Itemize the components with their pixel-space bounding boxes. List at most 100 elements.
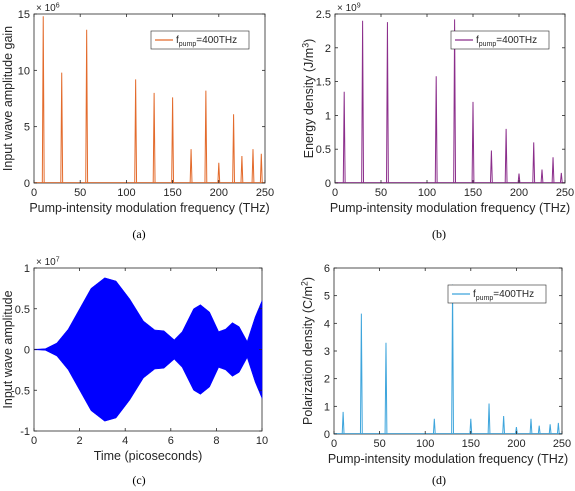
panel-a-xtick-label-2: 100 bbox=[117, 187, 135, 199]
panel-b-xtick-label-3: 150 bbox=[464, 187, 482, 199]
panel-d-peak-5 bbox=[451, 284, 454, 435]
panel-d-peak-4 bbox=[432, 418, 436, 435]
panel-c-ytick-label-2: 0 bbox=[24, 345, 30, 357]
panel-c-xtick-label-0: 0 bbox=[31, 435, 37, 447]
panel-b-xtick-label-1: 50 bbox=[375, 187, 387, 199]
panel-b-x-axis-label: Pump-intensity modulation frequency (THz… bbox=[330, 201, 570, 215]
panel-d-peak-11 bbox=[537, 425, 541, 435]
panel-d-ytick-label-3: 3 bbox=[324, 346, 330, 358]
caption-c: (c) bbox=[132, 473, 145, 487]
panel-d-peak-1 bbox=[341, 411, 345, 435]
panel-b-legend-box bbox=[450, 30, 550, 50]
panel-d-ytick-label-5: 5 bbox=[324, 291, 330, 303]
panel-c-y-axis-label: Input wave amplitude bbox=[1, 290, 15, 408]
panel-a-legend-box bbox=[150, 30, 250, 50]
panel-d-peak-7 bbox=[487, 403, 491, 435]
panel-a-peak-9 bbox=[217, 162, 221, 184]
panel-d-peak-13 bbox=[556, 422, 560, 435]
panel-a-peak-3 bbox=[85, 29, 89, 184]
caption-b: (b) bbox=[432, 227, 446, 241]
panel-d-x-axis-label: Pump-intensity modulation frequency (THz… bbox=[328, 452, 568, 466]
caption-d: (d) bbox=[432, 473, 446, 487]
panel-a-ytick-label-0: 0 bbox=[24, 178, 30, 190]
panel-a-peak-13 bbox=[259, 153, 263, 184]
panel-b-xtick-label-0: 0 bbox=[332, 187, 338, 199]
panel-a-peak-12 bbox=[251, 149, 255, 184]
panel-d-xtick-label-4: 200 bbox=[507, 438, 525, 450]
panel-a-peak-11 bbox=[240, 155, 244, 184]
panel-c-xtick-label-1: 2 bbox=[77, 435, 83, 447]
panel-a-peak-5 bbox=[152, 92, 156, 184]
panel-b-y-axis-label: Energy density (J/m3) bbox=[301, 39, 316, 159]
panel-b-legend-label: fpump=400THz bbox=[476, 35, 537, 48]
panel-b-peak-7 bbox=[489, 150, 493, 184]
caption-a: (a) bbox=[132, 227, 145, 241]
panel-b-xtick-label-5: 250 bbox=[556, 187, 574, 199]
panel-c-x-axis-label: Time (picoseconds) bbox=[94, 449, 203, 463]
panel-d-peak-10 bbox=[529, 418, 533, 435]
panel-b-peak-5 bbox=[453, 19, 457, 184]
panel-c-chart: 0 2 4 6 8 10 -1 -0.5 0 0.5 1 × 107 Time (picoseconds… bbox=[1, 257, 268, 464]
panel-d-ytick-label-6: 6 bbox=[324, 263, 330, 275]
panel-b-chart: 0 50 100 150 200 250 0 0.5 1 1.5 2 2.5 × 109 Pump-int… bbox=[301, 3, 575, 216]
panel-d-legend-label: fpump=400THz bbox=[473, 289, 534, 302]
panel-a-xtick-label-1: 50 bbox=[74, 187, 86, 199]
panel-b-ytick-label-4: 2 bbox=[325, 43, 331, 55]
panel-c-ytick-label-3: 0.5 bbox=[15, 304, 30, 316]
panel-d-peak-6 bbox=[469, 418, 473, 435]
panel-d-peak-3 bbox=[384, 342, 388, 435]
panel-b-peak-2 bbox=[361, 20, 365, 184]
panel-a-exponent-label: × 106 bbox=[36, 3, 60, 15]
panel-a-peak-6 bbox=[171, 97, 175, 184]
panel-b-xtick-label-2: 100 bbox=[418, 187, 436, 199]
panel-a-peak-2 bbox=[60, 72, 64, 184]
panel-a-x-axis-label: Pump-intensity modulation frequency (THz… bbox=[29, 201, 269, 215]
panel-b-exponent-label: × 109 bbox=[337, 3, 361, 15]
panel-b-peak-13 bbox=[559, 172, 563, 184]
panel-c-xtick-label-2: 4 bbox=[122, 435, 128, 447]
panel-b-peak-3 bbox=[386, 22, 389, 184]
panel-b-peak-12 bbox=[551, 157, 555, 184]
panel-a-peak-10 bbox=[232, 114, 236, 184]
panel-b-peak-8 bbox=[504, 128, 508, 184]
panel-a-peak-8 bbox=[204, 90, 208, 184]
panel-d-ytick-label-1: 1 bbox=[324, 401, 330, 413]
panel-b-peak-10 bbox=[532, 142, 536, 184]
panel-b-ytick-label-5: 2.5 bbox=[316, 9, 331, 21]
panel-d-xtick-label-3: 150 bbox=[462, 438, 480, 450]
panel-d-xtick-label-2: 100 bbox=[416, 438, 434, 450]
panel-d-peak-8 bbox=[502, 415, 506, 435]
panel-a-xtick-label-0: 0 bbox=[31, 187, 37, 199]
panel-a-ytick-label-1: 5 bbox=[24, 122, 30, 134]
panel-b-peak-4 bbox=[434, 76, 438, 184]
panel-a-peak-4 bbox=[134, 79, 138, 184]
panel-a-xtick-label-4: 200 bbox=[210, 187, 228, 199]
panel-b-peak-11 bbox=[540, 169, 544, 184]
panel-b-ytick-label-2: 1 bbox=[325, 110, 331, 122]
panel-b-peak-6 bbox=[471, 101, 475, 184]
panel-a-ytick-label-3: 15 bbox=[18, 9, 30, 21]
panel-d-xtick-label-1: 50 bbox=[373, 438, 385, 450]
panel-d-ytick-label-2: 2 bbox=[324, 374, 330, 386]
panel-d-peak-9 bbox=[514, 427, 518, 435]
panel-b-peak-1 bbox=[342, 91, 346, 184]
panel-d-chart: 0 50 100 150 200 250 0 1 2 3 4 5 6 Pump-intensity mod… bbox=[300, 263, 572, 466]
panel-c-ytick-label-1: -0.5 bbox=[11, 385, 30, 397]
panel-d-xtick-label-0: 0 bbox=[331, 438, 337, 450]
panel-a-peak-1 bbox=[41, 16, 45, 184]
panel-a-y-axis-label: Input wave amplitude gain bbox=[1, 26, 15, 171]
panel-c-xtick-label-5: 10 bbox=[256, 435, 268, 447]
panel-d-y-axis-label: Polarization density (C/m2) bbox=[300, 277, 315, 425]
panel-b-ytick-label-0: 0 bbox=[325, 178, 331, 190]
panel-c-xtick-label-3: 6 bbox=[168, 435, 174, 447]
panel-b-ytick-label-1: 0.5 bbox=[316, 144, 331, 156]
panel-b-ytick-label-3: 1.5 bbox=[316, 77, 331, 89]
panel-d-legend-box bbox=[447, 284, 547, 304]
panel-a-xtick-label-3: 150 bbox=[163, 187, 181, 199]
panel-d-ytick-label-0: 0 bbox=[324, 429, 330, 441]
panel-d-peak-2 bbox=[359, 313, 363, 435]
panel-d-xtick-label-5: 250 bbox=[553, 438, 571, 450]
panel-a-chart: 0 50 100 150 200 250 0 5 10 15 × 106 Pump-intensity… bbox=[1, 3, 274, 216]
panel-a-ytick-label-2: 10 bbox=[18, 65, 30, 77]
